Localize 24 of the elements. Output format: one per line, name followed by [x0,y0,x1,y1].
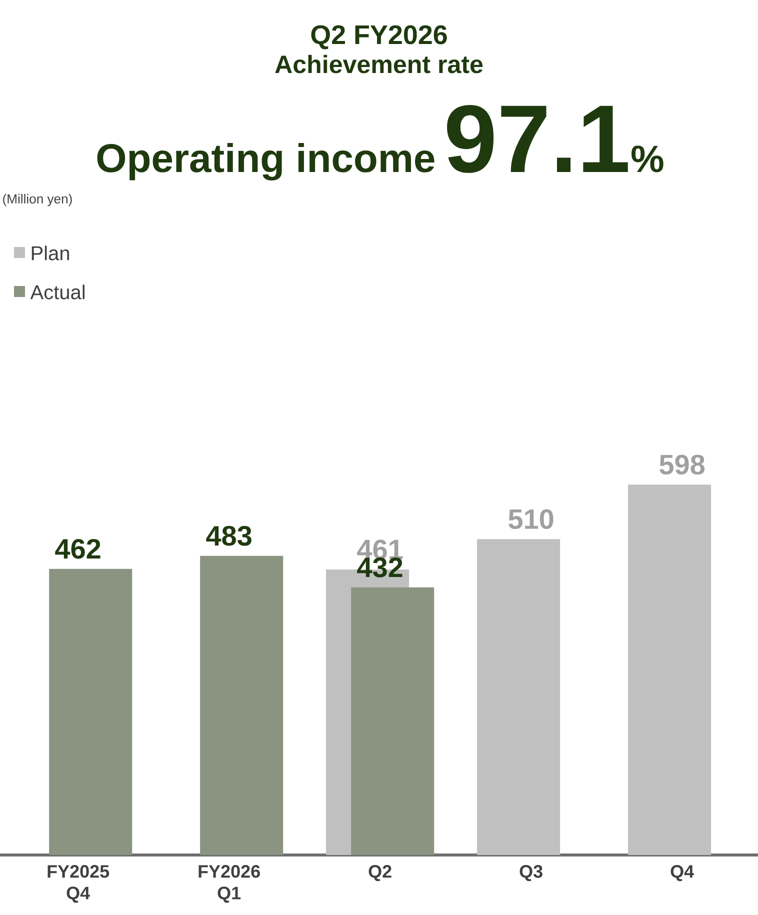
data-label: 510 [508,509,554,530]
x-tick-label: FY2026 Q1 [198,865,260,903]
text: (Million yen) [3,194,72,206]
bar [351,587,434,855]
legend-label: Actual [30,284,84,300]
legend-label: Plan [32,246,69,260]
data-label: 432 [357,558,402,578]
bar [628,484,712,855]
text: Operating income [97,143,434,180]
bar [49,568,132,855]
data-label: 461 [357,540,403,560]
bar [200,556,284,855]
text: 97.1 [447,104,628,173]
x-tick-label: FY2025 Q4 [48,865,110,903]
bar [477,539,560,855]
text: % [631,146,664,172]
x-tick-label: Q4 [670,865,694,882]
chart-title: Q2 FY2026 [311,25,447,50]
data-label: 598 [660,454,705,475]
x-tick-label: Q2 [368,865,392,882]
x-tick-label: Q3 [520,865,542,882]
data-label: 462 [55,538,100,559]
chart-subtitle: Achievement rate [275,54,483,74]
data-label: 483 [206,526,252,546]
